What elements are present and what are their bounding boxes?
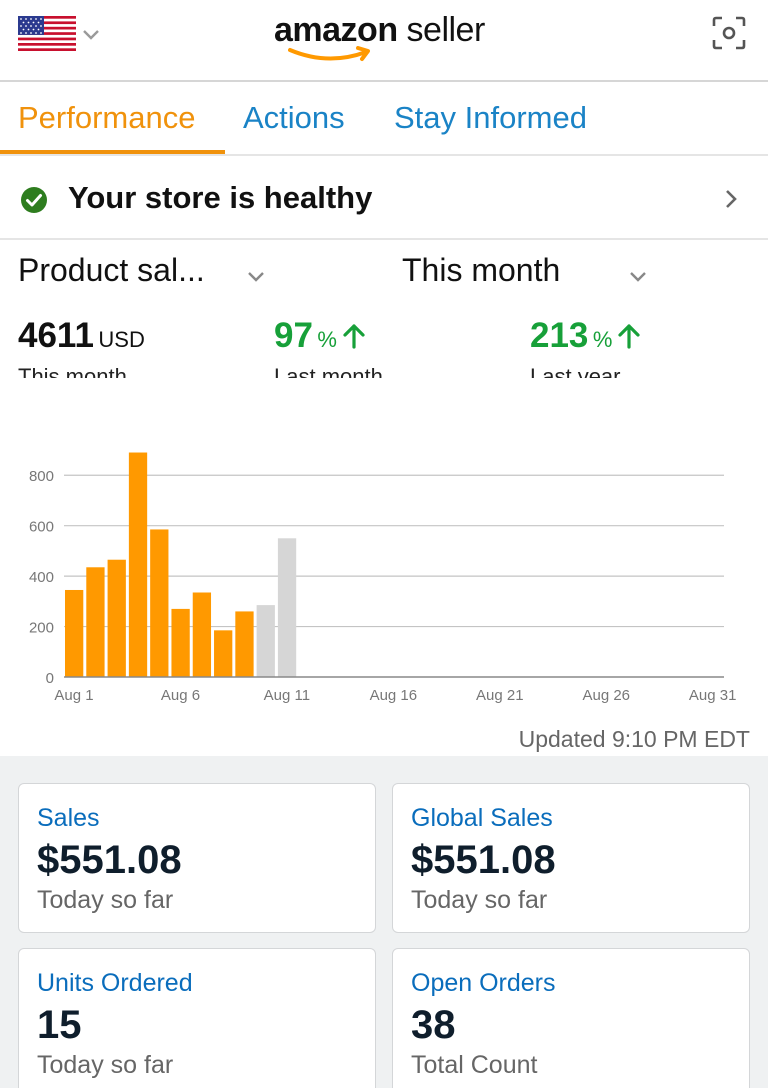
y-tick-label: 600 [29,519,54,536]
chevron-down-icon [83,29,99,40]
bar [235,611,254,677]
bar [277,538,297,677]
stat-last-year-value: 213 [530,316,589,355]
card-open-orders[interactable]: Open Orders 38 Total Count [392,948,750,1088]
card-title: Global Sales [411,804,553,832]
chevron-down-icon [630,272,646,282]
stat-last-year: 213 % [530,316,642,356]
stat-this-month: 4611 USD [18,316,145,356]
stat-last-month-value: 97 [274,316,313,355]
arrow-up-icon [618,324,641,349]
card-title: Sales [37,804,100,832]
logo-sub-text: seller [397,11,486,49]
stat-main-unit: USD [98,327,145,352]
bar [65,589,84,677]
card-units-ordered[interactable]: Units Ordered 15 Today so far [18,948,376,1088]
summary-cards-area: Sales $551.08 Today so far Global Sales … [0,756,768,1088]
tab-stay-informed[interactable]: Stay Informed [394,100,587,135]
card-value: 38 [411,1003,456,1047]
bar [256,605,275,677]
updated-timestamp: Updated 9:10 PM EDT [518,726,750,752]
chevron-right-icon [726,190,737,208]
stat-main-value: 4611 [18,316,94,355]
stat-last-year-unit: % [592,327,613,352]
logo-main-text: amazon [274,11,398,49]
bar [192,592,212,677]
amazon-smile-icon [288,46,370,61]
x-tick-label: Aug 6 [161,687,200,704]
store-health-text: Your store is healthy [68,180,373,215]
stat-main-label: This month [18,364,127,378]
card-subtitle: Total Count [411,1051,538,1079]
x-tick-label: Aug 11 [264,687,310,704]
metric-selector[interactable]: Product sal... [18,252,205,288]
store-health-row[interactable]: Your store is healthy [0,158,768,240]
tab-actions[interactable]: Actions [243,100,345,135]
x-tick-label: Aug 31 [689,687,737,704]
card-value: 15 [37,1003,82,1047]
active-tab-indicator [0,150,225,154]
stat-last-month: 97 % [274,316,367,356]
bar [214,630,233,677]
card-value: $551.08 [37,838,182,882]
card-value: $551.08 [411,838,556,882]
card-subtitle: Today so far [37,886,174,914]
check-circle-icon [21,187,47,213]
card-subtitle: Today so far [37,1051,174,1079]
x-tick-label: Aug 26 [582,687,630,704]
card-sales[interactable]: Sales $551.08 Today so far [18,783,376,933]
x-tick-label: Aug 21 [476,687,524,704]
card-title: Open Orders [411,969,556,997]
x-tick-label: Aug 1 [54,687,93,704]
x-tick-label: Aug 16 [370,687,418,704]
bar [150,529,169,677]
tab-performance[interactable]: Performance [18,100,196,135]
bar [86,567,105,677]
top-bar: amazon seller [0,0,768,82]
stat-last-year-label: Last year [530,364,621,378]
y-tick-label: 200 [29,620,54,637]
arrow-up-icon [343,324,365,349]
chevron-down-icon [248,272,264,282]
scan-icon[interactable] [712,16,746,50]
stat-last-month-label: Last month [274,364,383,378]
bar [107,559,126,677]
period-selector[interactable]: This month [402,252,561,288]
amazon-seller-logo: amazon seller [274,10,504,66]
bar [171,608,190,677]
us-flag-icon [18,16,76,51]
card-subtitle: Today so far [411,886,548,914]
stat-last-month-unit: % [317,327,337,352]
card-global-sales[interactable]: Global Sales $551.08 Today so far [392,783,750,933]
y-tick-label: 800 [29,468,54,485]
y-tick-label: 0 [46,670,54,687]
sales-bar-chart: 0 200 400 600 800 Aug 1 Aug 6 Aug 11 Aug 16 Aug 2… [29,452,737,704]
card-title: Units Ordered [37,969,193,997]
tab-bar: Performance Actions Stay Informed [0,82,768,156]
marketplace-selector[interactable] [18,16,102,51]
y-tick-label: 400 [29,569,54,586]
bar [128,452,148,677]
